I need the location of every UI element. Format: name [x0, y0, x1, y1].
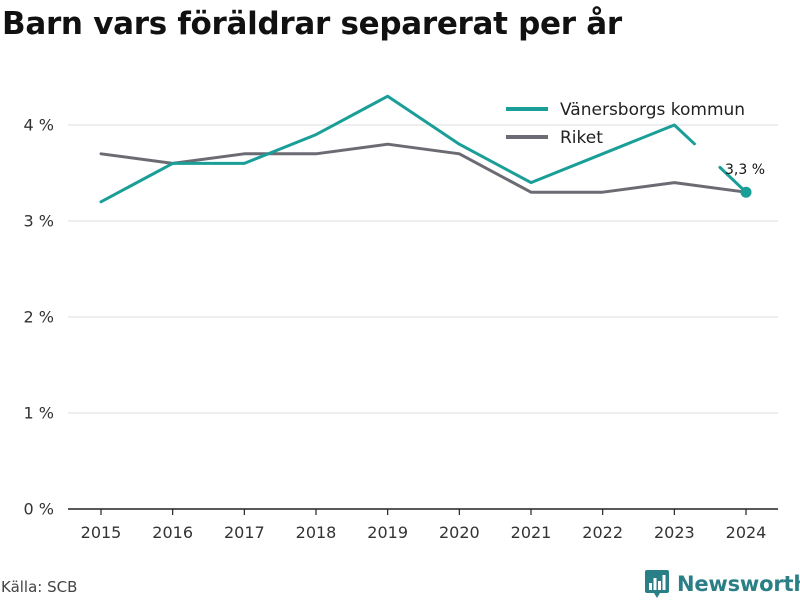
series-lines	[99, 94, 752, 204]
x-tick-label: 2016	[152, 523, 193, 542]
brand-logo: Newsworthy	[644, 569, 800, 599]
legend-label: Vänersborgs kommun	[560, 100, 745, 120]
source-note: Källa: SCB	[1, 578, 78, 596]
bar-chart-pin-icon	[645, 570, 669, 598]
x-tick-label: 2019	[367, 523, 408, 542]
brand-name: Newsworthy	[677, 572, 800, 596]
x-tick-label: 2021	[511, 523, 552, 542]
x-tick-label: 2015	[81, 523, 122, 542]
x-tick-label: 2017	[224, 523, 265, 542]
x-axis: 2015 2016 2017 2018 2019 2020 2021 2022 2023 2024	[68, 508, 778, 542]
legend-item-riket: Riket	[506, 128, 603, 148]
annotation-label: 3,3 %	[725, 162, 765, 178]
legend-label: Riket	[560, 128, 603, 148]
x-tick-label: 2022	[582, 523, 623, 542]
x-tick-label: 2020	[439, 523, 480, 542]
series-line-vanersborg	[99, 94, 696, 204]
series-line-riket	[99, 142, 748, 194]
chart-title: Barn vars föräldrar separerat per år	[2, 6, 622, 42]
x-tick-label: 2024	[726, 523, 767, 542]
annotation: 3,3 %	[725, 162, 765, 178]
y-tick-label: 1 %	[24, 404, 54, 423]
x-tick-label: 2018	[296, 523, 337, 542]
y-axis: 0 % 1 % 2 % 3 % 4 %	[24, 116, 54, 519]
y-tick-label: 3 %	[24, 212, 54, 231]
y-tick-label: 2 %	[24, 308, 54, 327]
grid-lines	[68, 124, 778, 414]
x-tick-label: 2023	[654, 523, 695, 542]
series-end-point	[740, 186, 752, 198]
y-tick-label: 4 %	[24, 116, 54, 135]
legend-item-vanersborg: Vänersborgs kommun	[506, 100, 745, 120]
series-end-connector	[718, 165, 748, 194]
y-tick-label: 0 %	[24, 500, 54, 519]
legend: Vänersborgs kommun Riket	[506, 100, 745, 148]
